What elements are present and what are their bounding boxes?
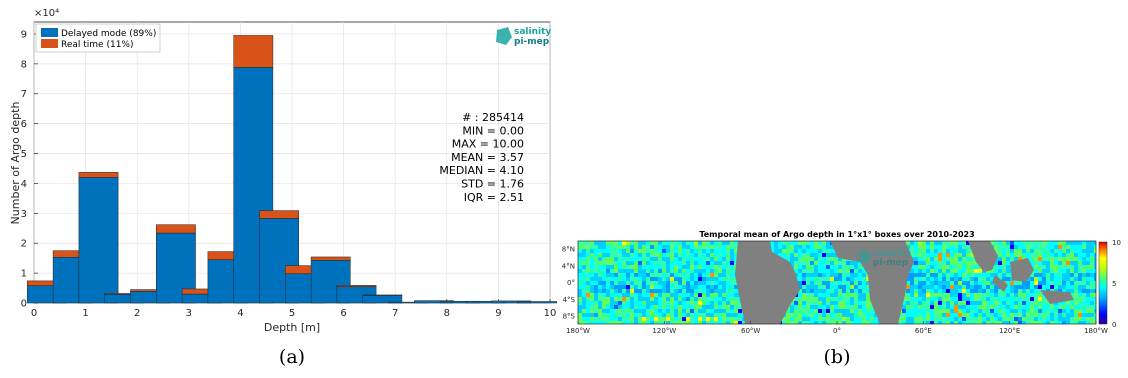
y-tick-label: 9 (21, 29, 27, 40)
stat-line: STD = 1.76 (461, 178, 524, 191)
map-x-tick-label: 120°W (652, 327, 676, 335)
x-tick-label: 7 (392, 308, 398, 319)
y-exponent-label: ×10⁴ (34, 8, 59, 19)
stat-line: MEAN = 3.57 (451, 151, 524, 164)
map-y-tick-label: 0° (567, 279, 575, 287)
logo-b-text-line1: salinity (873, 249, 910, 259)
map-x-tick-labels: 180°W 120°W 60°W 0° 60°E 120°E 180°W (566, 321, 1108, 335)
y-tick-label: 8 (21, 59, 27, 70)
x-tick-label: 8 (444, 308, 450, 319)
map-x-tick-label: 60°E (915, 327, 932, 335)
y-tick-label: 6 (21, 119, 27, 130)
y-axis-label: Number of Argo depth (9, 102, 22, 225)
land-masses (735, 241, 1074, 324)
map-y-tick-label: 4°S (563, 296, 576, 304)
bar-realtime (259, 210, 299, 219)
logo-text-line1: salinity (514, 27, 551, 37)
logo-b: salinity pi-mep (858, 249, 910, 268)
stat-line: # : 285414 (462, 111, 524, 124)
logo-cube-icon (496, 27, 512, 45)
y-tick-label: 1 (21, 269, 27, 280)
stat-line: MIN = 0.00 (462, 124, 524, 137)
land-sumatra (992, 275, 1008, 292)
bar-realtime (78, 172, 119, 178)
stat-line: IQR = 2.51 (464, 191, 524, 204)
map-x-tick-label: 180°W (1084, 327, 1108, 335)
logo-text-line2: pi-mep (514, 37, 550, 47)
land-southeast-asia (968, 241, 998, 272)
x-tick-label: 2 (134, 308, 140, 319)
y-tick-label: 4 (21, 179, 27, 190)
bar-realtime (156, 224, 196, 234)
y-tick-label: 5 (21, 149, 27, 160)
land-south-america (735, 241, 800, 324)
colorbar-ticks: 10 5 0 (1112, 239, 1121, 329)
map-panel: Temporal mean of Argo depth in 1°x1° box… (562, 230, 1121, 368)
stat-line: MEDIAN = 4.10 (439, 164, 524, 177)
y-tick-label: 3 (21, 209, 27, 220)
legend-label-delayed: Delayed mode (89%) (61, 29, 156, 39)
bar-delayed (517, 301, 557, 304)
x-tick-label: 10 (544, 308, 557, 319)
x-tick-label: 0 (31, 308, 37, 319)
panel-label-b: (b) (824, 346, 851, 368)
x-tick-label: 1 (82, 308, 88, 319)
stat-line: MAX = 10.00 (452, 138, 524, 151)
land-africa (830, 241, 914, 324)
map-title: Temporal mean of Argo depth in 1°x1° box… (699, 230, 974, 239)
logo-cube-icon-b (858, 250, 871, 264)
y-tick-labels: 0 1 2 3 4 5 6 7 8 9 (21, 29, 27, 309)
map-x-tick-label: 120°E (999, 327, 1020, 335)
bar-delayed (78, 177, 119, 304)
colorbar-tick-label: 10 (1112, 239, 1121, 247)
map-x-tick-label: 0° (833, 327, 841, 335)
map-y-tick-label: 8°S (563, 313, 576, 321)
logo-b-text-line2: pi-mep (873, 258, 909, 268)
colorbar (1098, 241, 1108, 325)
map-y-tick-label: 4°N (562, 262, 575, 270)
legend-swatch-realtime (41, 39, 58, 48)
legend-swatch-delayed (41, 28, 58, 37)
map-y-tick-label: 8°N (562, 246, 575, 254)
histogram-panel: 0 1 2 3 4 5 6 7 8 9 10 0 1 2 3 4 5 6 7 8 9 ×10⁴ Depth [m] N… (9, 8, 557, 368)
bar-realtime (362, 294, 403, 296)
legend: Delayed mode (89%) Real time (11%) (35, 23, 161, 53)
bar-realtime (310, 256, 351, 261)
bars (27, 35, 557, 304)
x-tick-labels: 0 1 2 3 4 5 6 7 8 9 10 (31, 308, 557, 319)
x-tick-label: 5 (289, 308, 295, 319)
bar-realtime (233, 35, 274, 68)
x-tick-label: 3 (186, 308, 192, 319)
y-tick-label: 2 (21, 239, 27, 250)
bar-realtime (336, 285, 377, 287)
x-tick-label: 9 (495, 308, 501, 319)
y-tick-label: 7 (21, 89, 27, 100)
x-tick-label: 6 (340, 308, 346, 319)
legend-label-realtime: Real time (11%) (61, 40, 133, 50)
colorbar-tick-label: 5 (1112, 280, 1116, 288)
colorbar-tick-label: 0 (1112, 321, 1116, 329)
panel-label-a: (a) (279, 346, 305, 368)
land-new-guinea (1040, 290, 1074, 304)
x-axis-label: Depth [m] (264, 321, 320, 334)
y-tick-label: 0 (21, 299, 27, 310)
land-borneo (1010, 258, 1034, 282)
logo-a: salinity pi-mep (496, 27, 551, 47)
x-tick-label: 4 (237, 308, 243, 319)
map-x-tick-label: 180°W (566, 327, 590, 335)
map-y-tick-labels: 8°N 4°N 0° 4°S 8°S (562, 246, 576, 321)
bar-delayed (362, 294, 403, 304)
map-x-tick-label: 60°W (741, 327, 760, 335)
